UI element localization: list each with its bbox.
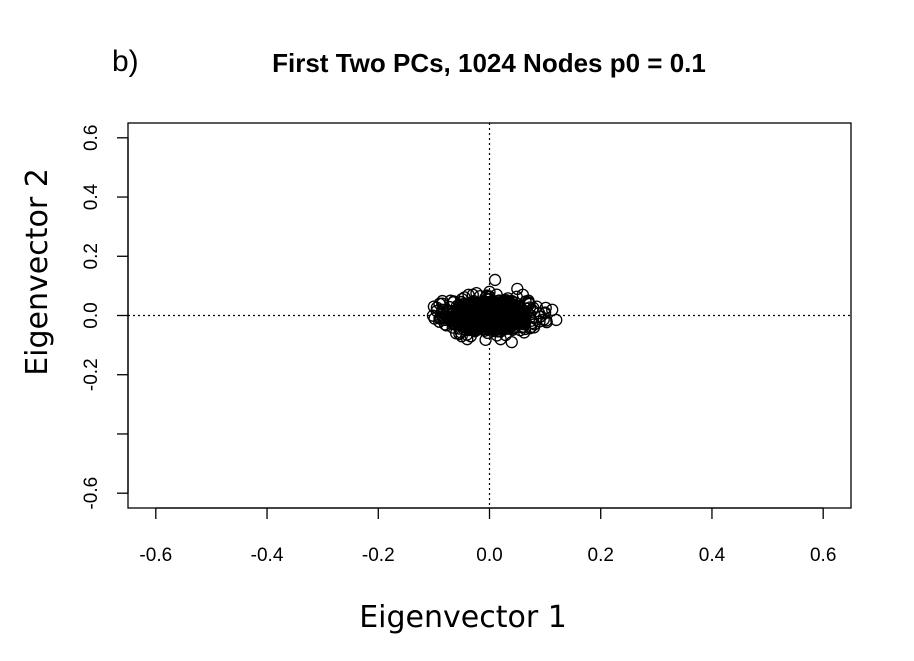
data-point: [550, 313, 563, 327]
x-axis: -0.6 -0.4 -0.2 0.0 0.2 0.4 0.6: [139, 507, 836, 566]
y-tick-label: 0.2: [81, 243, 102, 269]
data-point: [444, 294, 457, 307]
data-point: [447, 311, 461, 324]
data-point: [438, 318, 452, 331]
data-point: [510, 312, 523, 325]
y-tick-label: 0.0: [81, 302, 102, 328]
data-point: [476, 309, 489, 323]
data-point: [494, 333, 507, 346]
y-tick-label: -0.2: [81, 358, 102, 391]
x-tick-label: -0.6: [139, 545, 172, 566]
data-point: [488, 273, 502, 287]
data-point: [458, 291, 471, 304]
x-tick-label: 0.6: [810, 545, 836, 566]
data-point: [533, 315, 546, 328]
data-point: [546, 303, 559, 316]
data-point: [539, 301, 552, 315]
y-axis: -0.6 -0.2 0.0 0.2 0.4 0.6: [81, 125, 129, 510]
data-point: [522, 294, 535, 307]
panel-label: b): [112, 45, 139, 78]
x-axis-label: Eigenvector 1: [359, 600, 567, 635]
data-point: [492, 316, 506, 329]
data-point: [483, 285, 496, 298]
y-tick-label: 0.6: [81, 125, 102, 151]
x-tick-label: -0.4: [251, 545, 284, 566]
data-point: [436, 297, 449, 310]
x-tick-label: -0.2: [362, 545, 395, 566]
data-point: [497, 294, 511, 307]
data-point: [513, 308, 526, 322]
chart-title: First Two PCs, 1024 Nodes p0 = 0.1: [272, 48, 706, 78]
data-point: [466, 288, 479, 301]
data-point: [513, 314, 526, 328]
x-tick-label: 0.4: [699, 545, 726, 566]
y-axis-label: Eigenvector 2: [20, 168, 55, 376]
data-point: [490, 329, 504, 342]
y-tick-label: 0.4: [81, 183, 102, 210]
data-point: [446, 317, 460, 331]
data-point: [538, 306, 552, 319]
data-point: [464, 330, 477, 343]
data-point: [462, 324, 475, 337]
data-point: [486, 323, 499, 336]
y-tick-label: -0.6: [81, 477, 102, 510]
data-point: [461, 333, 474, 346]
data-points: [426, 273, 563, 349]
data-point: [518, 326, 531, 339]
data-point: [505, 336, 518, 349]
x-tick-label: 0.2: [588, 545, 614, 566]
data-point: [530, 300, 543, 313]
x-tick-label: 0.0: [476, 545, 502, 566]
